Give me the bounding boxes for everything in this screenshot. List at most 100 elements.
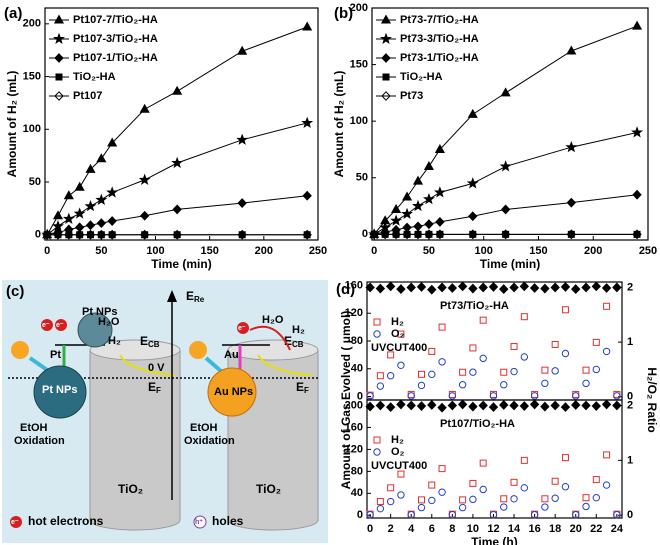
marker	[62, 212, 75, 224]
legend-label: H₂	[391, 434, 404, 446]
y2-tick-label: 0	[627, 391, 633, 403]
marker	[416, 401, 427, 411]
x-tick-label: 0	[371, 245, 377, 257]
y-tick-label: 150	[350, 58, 368, 70]
x-tick-label: 0	[44, 245, 50, 257]
marker	[376, 504, 385, 513]
marker	[437, 282, 447, 293]
marker	[413, 229, 423, 240]
marker	[434, 143, 445, 153]
legend-label: Pt107-3/TiO₂-HA	[73, 33, 158, 45]
x-tick-label: 20	[570, 523, 582, 535]
marker	[417, 496, 425, 504]
marker	[601, 399, 612, 410]
marker	[582, 379, 590, 388]
marker	[366, 511, 374, 519]
marker	[468, 211, 478, 222]
panel-label: (a)	[4, 5, 22, 22]
legend-marker	[373, 436, 381, 444]
marker	[500, 503, 508, 511]
etoh: EtOH	[20, 422, 48, 434]
panel-label: (b)	[334, 5, 353, 22]
marker	[582, 502, 590, 511]
marker	[541, 366, 549, 374]
x-tick-label: 10	[467, 523, 479, 535]
marker	[529, 399, 540, 410]
transfer-arrow	[249, 325, 291, 351]
marker	[551, 367, 559, 375]
marker	[469, 368, 477, 376]
y-tick-label: 100	[23, 123, 41, 135]
y-tick-label: 50	[356, 172, 368, 184]
marker	[96, 218, 107, 229]
legend-marker	[54, 53, 64, 63]
hole	[193, 515, 207, 529]
light	[204, 356, 224, 374]
marker	[423, 160, 435, 170]
marker	[632, 189, 642, 200]
marker	[612, 400, 622, 411]
marker	[489, 511, 498, 519]
x-tick-label: 250	[639, 245, 657, 257]
plot-frame	[44, 7, 319, 241]
y2-tick-label: 1	[627, 336, 633, 348]
electron	[55, 319, 67, 331]
marker	[301, 116, 314, 128]
marker	[302, 21, 313, 31]
marker	[632, 229, 642, 240]
marker	[387, 484, 395, 492]
marker	[390, 214, 403, 226]
x-tick-label: 22	[590, 523, 602, 535]
marker	[530, 392, 539, 400]
marker	[603, 451, 611, 459]
marker	[428, 481, 436, 489]
marker	[592, 476, 600, 484]
marker	[428, 347, 436, 355]
legend-marker	[55, 73, 63, 81]
marker	[387, 351, 395, 359]
marker	[612, 282, 622, 293]
legend-label: Pt73-1/TiO₂-HA	[400, 52, 479, 64]
marker	[582, 366, 590, 374]
legend-label: O₂	[391, 328, 405, 340]
marker	[500, 381, 508, 389]
marker	[413, 221, 423, 232]
marker	[397, 361, 405, 369]
y-tick-label: 200	[23, 18, 41, 30]
legend-label: Pt73	[400, 90, 423, 102]
h2-label: H₂	[108, 335, 121, 347]
electron	[41, 319, 53, 331]
marker	[468, 401, 478, 412]
h2o-label: H₂O	[262, 314, 284, 326]
sun	[189, 341, 207, 359]
annotation: UVCUT400	[371, 460, 427, 472]
marker	[519, 281, 530, 292]
marker	[375, 283, 386, 294]
sphere-label: Au NPs	[214, 386, 253, 398]
marker	[397, 470, 405, 478]
text: E	[284, 334, 292, 348]
legend-marker	[54, 91, 64, 101]
marker	[510, 495, 518, 503]
x-tick-label: 8	[449, 523, 455, 535]
zero-volt: 0 V	[148, 362, 165, 374]
legend-marker	[373, 318, 381, 326]
subtitle: Pt107/TiO₂-HA	[440, 418, 515, 430]
marker	[479, 485, 487, 494]
marker	[385, 402, 396, 413]
series-line	[47, 195, 308, 236]
panel-label: (c)	[6, 283, 24, 300]
y2-tick-label: 2	[627, 399, 633, 411]
diagram-panel: (c) ERe 0 V ECB ECB EF EF TiO₂ TiO₂ Pt N…	[2, 280, 328, 543]
x-tick-label: 14	[508, 523, 521, 535]
marker	[488, 402, 499, 413]
marker	[499, 284, 509, 295]
electron	[237, 322, 249, 334]
x-tick-label: 200	[584, 245, 602, 257]
y-tick-label: 40	[351, 487, 363, 499]
marker	[139, 103, 150, 113]
marker	[561, 306, 569, 314]
marker	[488, 281, 499, 292]
marker	[466, 177, 479, 189]
marker	[396, 399, 406, 410]
